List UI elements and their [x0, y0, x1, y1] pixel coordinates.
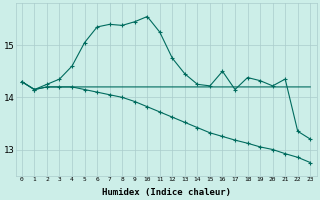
- X-axis label: Humidex (Indice chaleur): Humidex (Indice chaleur): [101, 188, 231, 197]
